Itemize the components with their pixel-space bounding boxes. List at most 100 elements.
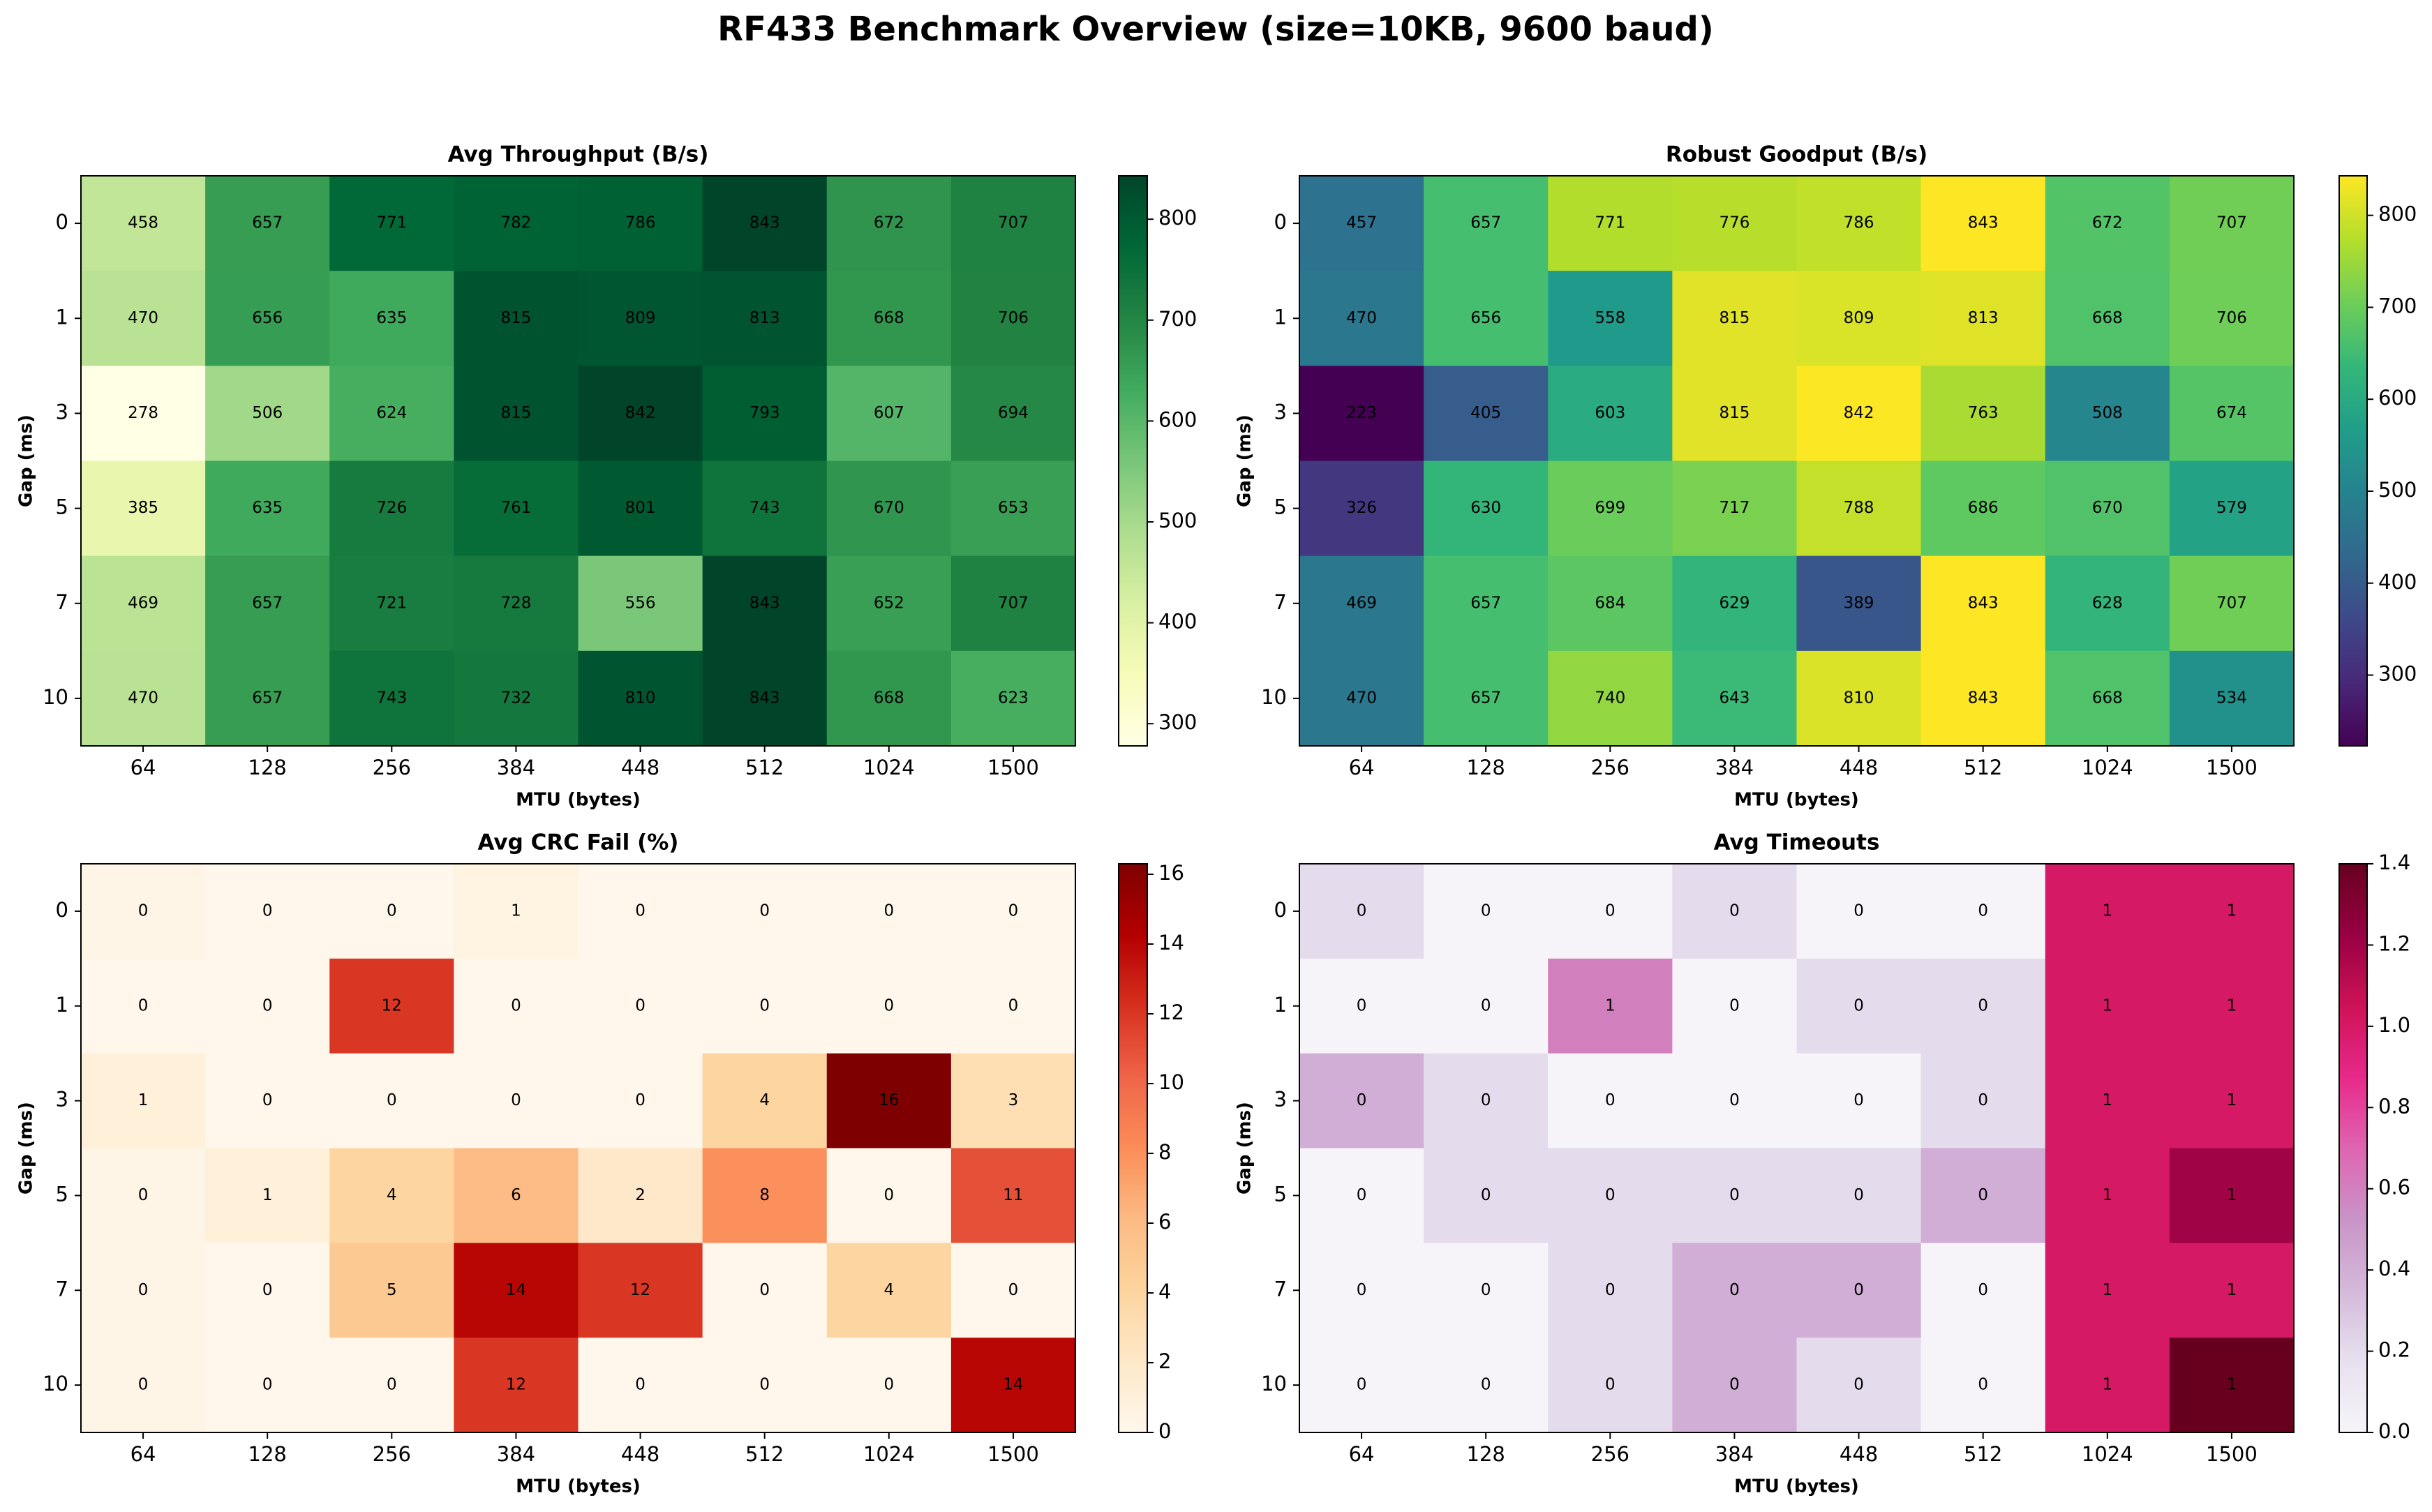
heatmap-cell (81, 864, 206, 959)
heatmap-cell (1920, 366, 2046, 461)
x-tick-label: 448 (621, 1442, 659, 1466)
heatmap-cell (1920, 1338, 2046, 1433)
cell-label: 707 (998, 214, 1029, 232)
y-axis-label: Gap (ms) (1234, 414, 1255, 507)
cell-label: 0 (759, 996, 770, 1015)
heatmap-cell (81, 650, 206, 747)
x-tick-label: 128 (248, 1442, 287, 1466)
cell-label: 668 (2092, 309, 2123, 327)
heatmap-cell (1548, 650, 1673, 747)
cell-label: 630 (1470, 499, 1501, 517)
cell-label: 0 (759, 1376, 770, 1394)
cell-label: 0 (1357, 1281, 1367, 1299)
heatmap-cell (454, 1243, 579, 1338)
heatmap-cell (826, 1053, 952, 1148)
heatmap-cell (1299, 1243, 1424, 1338)
heatmap-cell (826, 271, 952, 366)
heatmap-cell (702, 650, 828, 747)
y-axis-label: Gap (ms) (16, 1102, 37, 1195)
cell-label: 0 (1978, 901, 1988, 920)
heatmap-cell (702, 271, 828, 366)
heatmap-cell (578, 864, 703, 959)
cell-label: 3 (1008, 1091, 1019, 1109)
cell-label: 0 (1481, 901, 1491, 920)
cell-label: 16 (879, 1091, 899, 1109)
heatmap-cell (2169, 958, 2295, 1054)
cell-label: 763 (1968, 404, 1999, 422)
heatmap-cell (1424, 958, 1549, 1054)
heatmap-cell (1299, 461, 1424, 557)
colorbar-tick-label: 4 (1158, 1280, 1171, 1303)
colorbar-tick-label: 600 (2378, 386, 2417, 410)
heatmap-cell (578, 958, 703, 1054)
colorbar-tick-label: 1.0 (2378, 1013, 2410, 1037)
colorbar-tick-label: 0 (1158, 1419, 1171, 1443)
heatmap-cell (454, 555, 579, 652)
heatmap-cell (1920, 555, 2046, 652)
colorbar-tick-label: 8 (1158, 1140, 1171, 1164)
heatmap-cell (81, 1053, 206, 1148)
y-tick-label: 1 (56, 305, 68, 329)
cell-label: 12 (506, 1376, 526, 1394)
cell-label: 788 (1844, 499, 1874, 517)
heatmap-cell (578, 1053, 703, 1148)
cell-label: 0 (387, 901, 397, 920)
heatmap-cell (205, 1243, 330, 1338)
heatmap-cell (702, 958, 828, 1054)
heatmap-cell (950, 1243, 1076, 1338)
x-axis-label: MTU (bytes) (516, 790, 641, 811)
heatmap-cell (702, 864, 828, 959)
heatmap-cell (2045, 958, 2170, 1054)
x-tick-label: 128 (1467, 756, 1505, 779)
cell-label: 0 (1605, 1281, 1616, 1299)
colorbar-tick-label: 400 (1158, 610, 1197, 634)
cell-label: 470 (128, 309, 158, 327)
cell-label: 1 (2227, 1281, 2237, 1299)
cell-label: 0 (1481, 996, 1491, 1015)
cell-label: 657 (1470, 214, 1501, 232)
cell-label: 0 (1008, 1281, 1019, 1299)
heatmap-cell (1796, 1338, 1922, 1433)
panel-title: Avg Throughput (B/s) (448, 142, 709, 167)
cell-label: 469 (1346, 594, 1377, 612)
heatmap-cell (329, 1053, 454, 1148)
x-tick-label: 64 (1349, 756, 1375, 779)
heatmap-cell (2045, 366, 2170, 461)
heatmap-cell (1672, 176, 1797, 271)
cell-label: 8 (759, 1186, 770, 1204)
heatmap-cell (702, 1148, 828, 1243)
colorbar (1118, 863, 1148, 1433)
heatmap-cell (702, 176, 828, 271)
x-tick-label: 128 (1467, 1442, 1505, 1466)
heatmap-cell (205, 271, 330, 366)
heatmap-cell (205, 958, 330, 1054)
colorbar-tick-label: 2 (1158, 1349, 1171, 1373)
cell-label: 684 (1595, 594, 1625, 612)
heatmap-cell (578, 555, 703, 652)
heatmap-cell (2045, 461, 2170, 557)
y-tick-label: 5 (1274, 1182, 1287, 1206)
cell-label: 0 (1729, 996, 1740, 1015)
cell-label: 1 (2102, 1376, 2112, 1394)
heatmap-cell (1424, 271, 1549, 366)
colorbar-tick-label: 300 (1158, 710, 1197, 734)
cell-label: 0 (1729, 1376, 1740, 1394)
cell-label: 732 (500, 689, 531, 707)
cell-label: 0 (1853, 1376, 1864, 1394)
heatmap-cell (1548, 1148, 1673, 1243)
heatmap-cell (329, 864, 454, 959)
cell-label: 842 (625, 404, 656, 422)
heatmap-cell (329, 461, 454, 557)
heatmap-cell (826, 461, 952, 557)
colorbar-tick-label: 16 (1158, 861, 1184, 885)
y-tick-label: 5 (56, 1182, 68, 1206)
cell-label: 668 (2092, 689, 2123, 707)
cell-label: 629 (1719, 594, 1750, 612)
cell-label: 508 (2092, 404, 2123, 422)
cell-label: 0 (1008, 996, 1019, 1015)
cell-label: 1 (2102, 901, 2112, 920)
heatmap-cell (1548, 1243, 1673, 1338)
heatmap-cell (826, 864, 952, 959)
heatmap-cell (950, 176, 1076, 271)
heatmap-cell (454, 864, 579, 959)
